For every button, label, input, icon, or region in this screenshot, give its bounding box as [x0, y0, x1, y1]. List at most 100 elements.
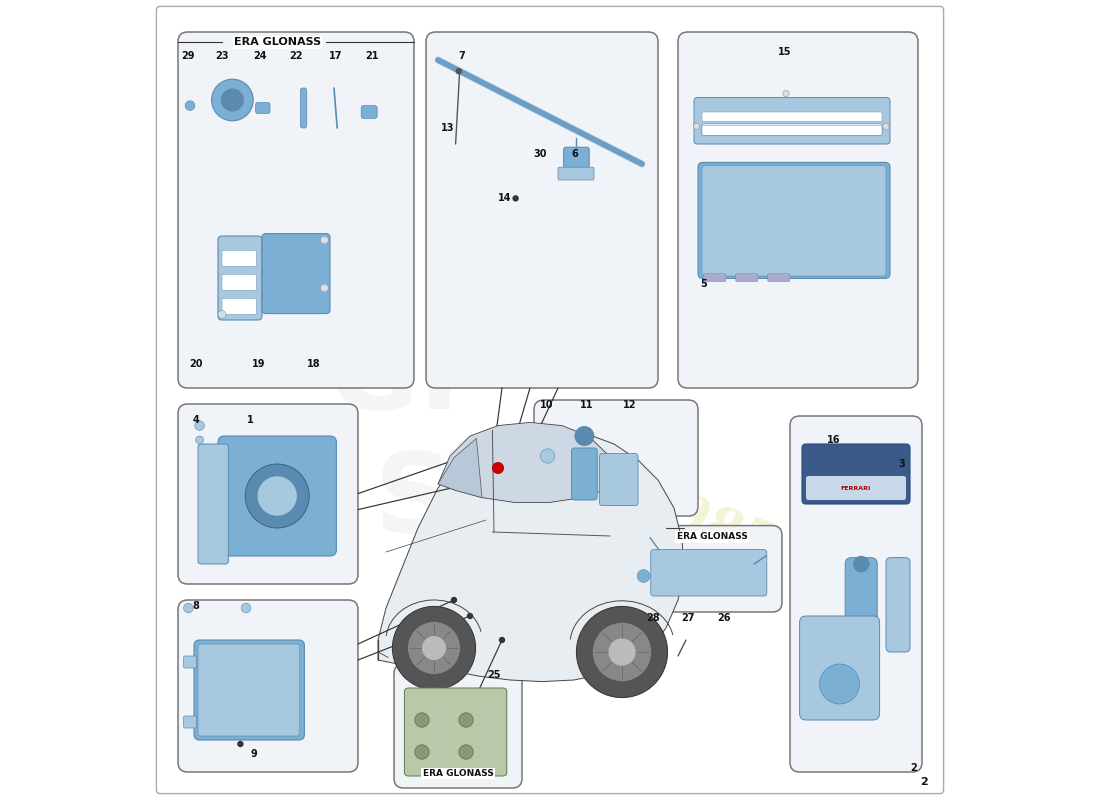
FancyBboxPatch shape [262, 234, 330, 314]
Polygon shape [438, 438, 482, 498]
FancyBboxPatch shape [178, 404, 358, 584]
Text: ERA GLONASS: ERA GLONASS [234, 38, 321, 47]
FancyBboxPatch shape [768, 274, 790, 282]
Text: 26: 26 [717, 613, 732, 622]
Circle shape [238, 741, 243, 747]
Text: 2: 2 [911, 763, 917, 773]
Circle shape [320, 236, 329, 244]
FancyBboxPatch shape [702, 126, 882, 135]
FancyBboxPatch shape [704, 274, 726, 282]
Circle shape [415, 713, 429, 727]
Circle shape [241, 603, 251, 613]
Circle shape [507, 453, 514, 459]
Circle shape [495, 454, 502, 461]
Text: a passion for
parts: a passion for parts [434, 510, 602, 610]
Text: 18: 18 [307, 359, 321, 369]
Text: 14: 14 [497, 194, 512, 203]
Circle shape [211, 79, 253, 121]
Circle shape [493, 433, 498, 439]
FancyBboxPatch shape [800, 616, 880, 720]
Text: 1: 1 [248, 415, 254, 425]
FancyBboxPatch shape [845, 558, 877, 658]
Polygon shape [438, 422, 618, 502]
Text: GP
S: GP S [328, 325, 501, 555]
Circle shape [608, 638, 636, 666]
FancyBboxPatch shape [651, 550, 767, 596]
Circle shape [820, 664, 859, 704]
Circle shape [455, 68, 462, 74]
Text: 11: 11 [580, 400, 594, 410]
Circle shape [783, 90, 789, 97]
Circle shape [185, 101, 195, 110]
Text: ERA GLONASS: ERA GLONASS [676, 532, 747, 542]
FancyBboxPatch shape [218, 236, 262, 320]
FancyBboxPatch shape [534, 400, 698, 516]
Text: 17: 17 [329, 51, 342, 61]
FancyBboxPatch shape [790, 416, 922, 772]
Circle shape [593, 622, 651, 682]
Text: 20: 20 [189, 359, 204, 369]
Circle shape [218, 310, 226, 318]
Circle shape [184, 603, 194, 613]
Text: 10: 10 [540, 400, 553, 410]
Circle shape [459, 713, 473, 727]
Circle shape [195, 421, 205, 430]
Text: 4: 4 [192, 415, 199, 425]
Circle shape [693, 123, 700, 130]
Polygon shape [378, 430, 684, 682]
FancyBboxPatch shape [405, 688, 507, 776]
FancyBboxPatch shape [736, 274, 758, 282]
Circle shape [415, 745, 429, 759]
Text: 27: 27 [682, 613, 695, 622]
Circle shape [483, 477, 490, 483]
FancyBboxPatch shape [802, 444, 910, 504]
Circle shape [245, 464, 309, 528]
Text: 30: 30 [534, 149, 547, 158]
Circle shape [320, 284, 329, 292]
Text: 2: 2 [921, 778, 928, 787]
FancyBboxPatch shape [218, 436, 337, 556]
FancyBboxPatch shape [702, 166, 886, 276]
Circle shape [466, 613, 473, 619]
Circle shape [575, 426, 594, 446]
FancyBboxPatch shape [184, 656, 197, 668]
FancyBboxPatch shape [198, 444, 229, 564]
Text: 8: 8 [192, 602, 199, 611]
FancyBboxPatch shape [558, 167, 594, 180]
Circle shape [422, 636, 446, 660]
Circle shape [576, 606, 668, 698]
Text: 29: 29 [180, 51, 195, 61]
FancyBboxPatch shape [300, 88, 307, 128]
Text: 12: 12 [623, 400, 636, 410]
Text: 22: 22 [289, 51, 304, 61]
FancyBboxPatch shape [678, 32, 918, 388]
Text: 7: 7 [459, 51, 465, 61]
Text: FERRARI: FERRARI [840, 486, 871, 490]
Circle shape [221, 89, 243, 111]
FancyBboxPatch shape [222, 274, 256, 290]
FancyBboxPatch shape [178, 32, 414, 388]
Text: 3: 3 [899, 459, 905, 469]
FancyBboxPatch shape [222, 298, 256, 314]
FancyBboxPatch shape [194, 640, 305, 740]
Text: 5: 5 [701, 279, 707, 289]
FancyBboxPatch shape [184, 716, 197, 728]
Circle shape [540, 449, 554, 463]
Text: since 1985: since 1985 [480, 422, 780, 570]
FancyBboxPatch shape [702, 112, 882, 122]
Text: 6: 6 [571, 149, 579, 158]
FancyBboxPatch shape [600, 454, 638, 506]
Text: 25: 25 [487, 670, 500, 680]
FancyBboxPatch shape [222, 250, 256, 266]
Text: 16: 16 [827, 435, 840, 445]
FancyBboxPatch shape [198, 644, 299, 736]
Circle shape [393, 606, 475, 690]
Circle shape [196, 436, 204, 444]
Circle shape [463, 453, 470, 459]
Text: ERA GLONASS: ERA GLONASS [422, 769, 494, 778]
FancyBboxPatch shape [255, 102, 270, 114]
Circle shape [493, 462, 504, 474]
Text: 21: 21 [365, 51, 380, 61]
Circle shape [408, 622, 461, 674]
Circle shape [513, 195, 519, 202]
